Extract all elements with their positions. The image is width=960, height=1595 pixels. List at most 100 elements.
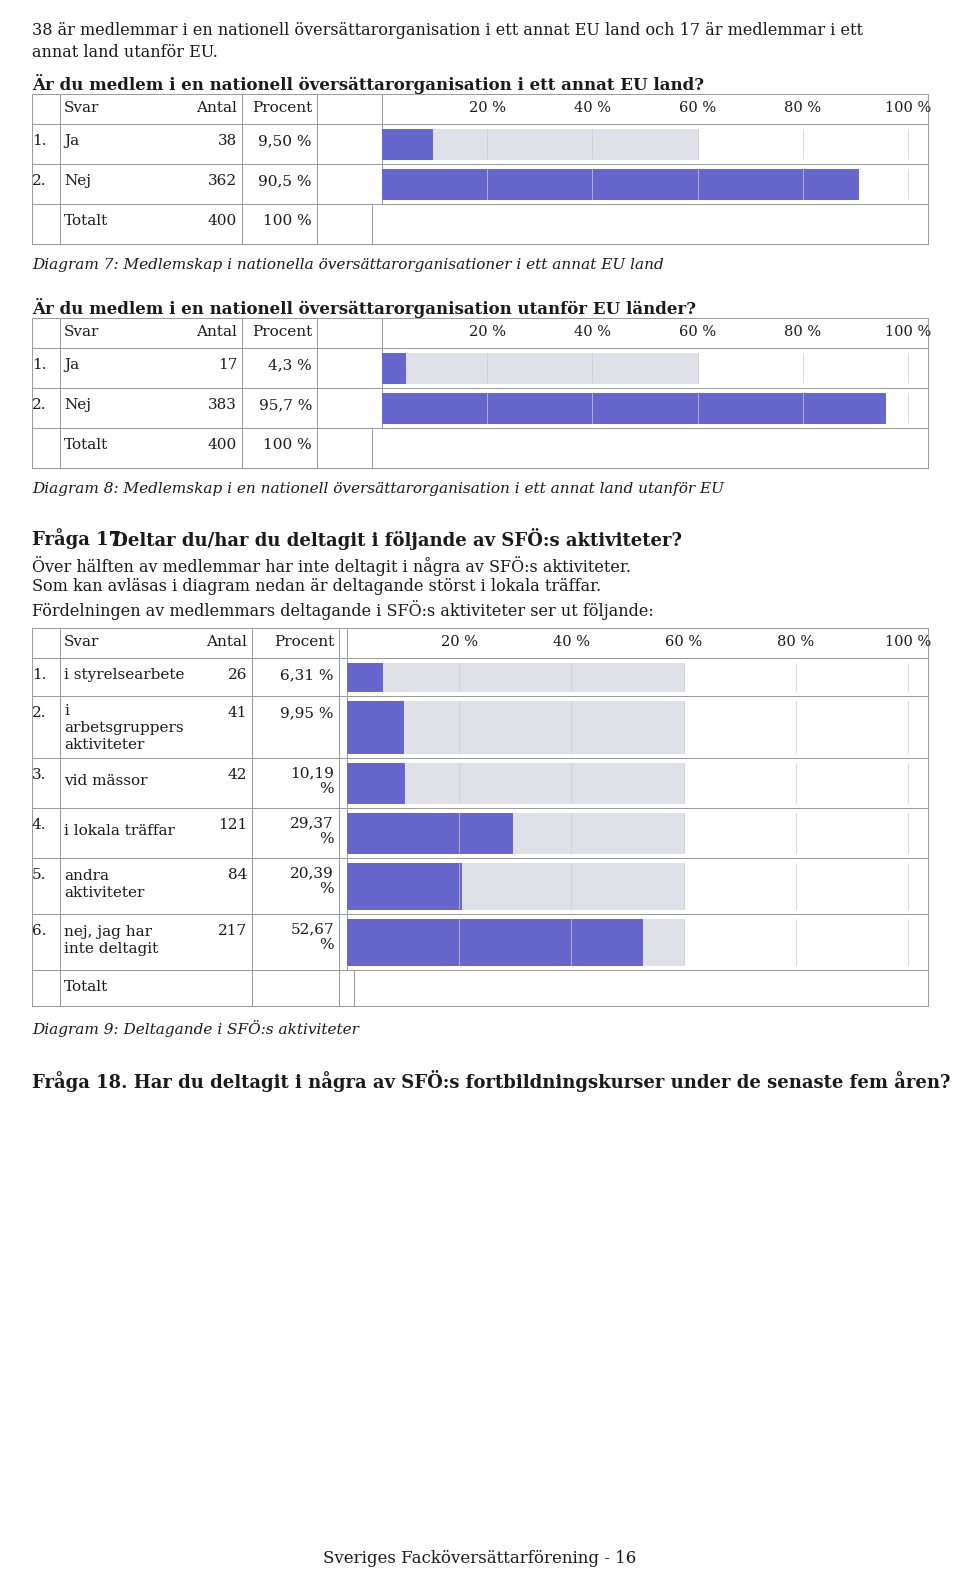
Text: Diagram 9: Deltagande i SFÖ:s aktiviteter: Diagram 9: Deltagande i SFÖ:s aktivitete… <box>32 1019 359 1037</box>
Text: 1.: 1. <box>32 134 46 148</box>
Text: %: % <box>320 782 334 796</box>
Text: Antal: Antal <box>206 635 247 649</box>
Bar <box>347 664 684 691</box>
Text: 9,95 %: 9,95 % <box>280 707 334 719</box>
Text: 3.: 3. <box>32 769 46 782</box>
Text: 60 %: 60 % <box>665 635 702 649</box>
Text: 5.: 5. <box>32 868 46 882</box>
Text: 1.: 1. <box>32 668 46 683</box>
Text: arbetsgruppers: arbetsgruppers <box>64 721 183 735</box>
Text: %: % <box>320 938 334 952</box>
Text: 10,19: 10,19 <box>290 766 334 780</box>
Bar <box>347 762 404 802</box>
Text: Procent: Procent <box>252 325 312 340</box>
Text: Diagram 7: Medlemskap i nationella översättarorganisationer i ett annat EU land: Diagram 7: Medlemskap i nationella övers… <box>32 258 663 273</box>
Text: 20 %: 20 % <box>468 325 506 340</box>
Text: Fördelningen av medlemmars deltagande i SFÖ:s aktiviteter ser ut följande:: Fördelningen av medlemmars deltagande i … <box>32 600 654 620</box>
Text: 80 %: 80 % <box>784 325 822 340</box>
Text: 38 är medlemmar i en nationell översättarorganisation i ett annat EU land och 17: 38 är medlemmar i en nationell översätta… <box>32 22 863 38</box>
Text: Nej: Nej <box>64 399 91 412</box>
Text: 41: 41 <box>228 707 247 719</box>
Text: Procent: Procent <box>274 635 334 649</box>
Text: Är du medlem i en nationell översättarorganisation utanför EU länder?: Är du medlem i en nationell översättaror… <box>32 298 696 317</box>
Text: Fråga 18. Har du deltagit i några av SFÖ:s fortbildningskurser under de senaste : Fråga 18. Har du deltagit i några av SFÖ… <box>32 1070 950 1093</box>
Bar <box>347 863 462 909</box>
Bar <box>347 813 684 853</box>
Text: 4.: 4. <box>32 818 46 833</box>
Bar <box>347 863 684 909</box>
Bar <box>382 169 858 199</box>
Text: Ja: Ja <box>64 357 79 372</box>
Text: 80 %: 80 % <box>784 100 822 115</box>
Text: 2.: 2. <box>32 174 46 188</box>
Text: 6,31 %: 6,31 % <box>280 668 334 683</box>
Text: 40 %: 40 % <box>574 100 611 115</box>
Text: 29,37: 29,37 <box>290 817 334 829</box>
Text: 6.: 6. <box>32 924 46 938</box>
Text: Deltar du/har du deltagit i följande av SFÖ:s aktiviteter?: Deltar du/har du deltagit i följande av … <box>106 528 682 550</box>
Text: 38: 38 <box>218 134 237 148</box>
Text: 100 %: 100 % <box>885 325 931 340</box>
Bar <box>347 700 403 753</box>
Text: nej, jag har: nej, jag har <box>64 925 152 939</box>
Text: Totalt: Totalt <box>64 979 108 994</box>
Text: Fråga 17:: Fråga 17: <box>32 528 128 549</box>
Text: 100 %: 100 % <box>263 214 312 228</box>
Text: 90,5 %: 90,5 % <box>258 174 312 188</box>
Bar <box>347 700 684 753</box>
Text: %: % <box>320 833 334 845</box>
Text: 2.: 2. <box>32 707 46 719</box>
Text: 383: 383 <box>208 399 237 412</box>
Bar <box>382 169 698 199</box>
Text: Svar: Svar <box>64 325 100 340</box>
Bar <box>382 392 698 423</box>
Text: 42: 42 <box>228 769 247 782</box>
Bar <box>32 94 928 244</box>
Text: 17: 17 <box>218 357 237 372</box>
Text: 26: 26 <box>228 668 247 683</box>
Text: annat land utanför EU.: annat land utanför EU. <box>32 45 218 61</box>
Bar <box>347 919 642 965</box>
Text: 60 %: 60 % <box>679 100 716 115</box>
Bar <box>347 664 382 691</box>
Text: 100 %: 100 % <box>263 439 312 451</box>
Bar <box>347 813 512 853</box>
Text: Antal: Antal <box>196 325 237 340</box>
Text: i styrelsearbete: i styrelsearbete <box>64 668 184 683</box>
Text: 20 %: 20 % <box>468 100 506 115</box>
Text: 400: 400 <box>207 214 237 228</box>
Text: Totalt: Totalt <box>64 439 108 451</box>
Text: Är du medlem i en nationell översättarorganisation i ett annat EU land?: Är du medlem i en nationell översättaror… <box>32 73 704 94</box>
Text: vid mässor: vid mässor <box>64 774 148 788</box>
Bar <box>382 392 885 423</box>
Text: 1.: 1. <box>32 357 46 372</box>
Text: 52,67: 52,67 <box>290 922 334 936</box>
Bar <box>382 129 432 160</box>
Text: 84: 84 <box>228 868 247 882</box>
Bar <box>347 919 684 965</box>
Text: Diagram 8: Medlemskap i en nationell översättarorganisation i ett annat land uta: Diagram 8: Medlemskap i en nationell öve… <box>32 482 724 496</box>
Text: 95,7 %: 95,7 % <box>258 399 312 412</box>
Bar <box>382 352 404 383</box>
Text: Svar: Svar <box>64 100 100 115</box>
Bar <box>32 970 354 1006</box>
Text: 9,50 %: 9,50 % <box>258 134 312 148</box>
Text: 362: 362 <box>208 174 237 188</box>
Text: aktiviteter: aktiviteter <box>64 738 144 751</box>
Text: 100 %: 100 % <box>885 635 931 649</box>
Text: Procent: Procent <box>252 100 312 115</box>
Bar <box>32 204 372 244</box>
Text: i: i <box>64 703 69 718</box>
Text: Som kan avläsas i diagram nedan är deltagande störst i lokala träffar.: Som kan avläsas i diagram nedan är delta… <box>32 577 601 595</box>
Text: inte deltagit: inte deltagit <box>64 943 158 955</box>
Bar <box>32 427 372 467</box>
Text: 60 %: 60 % <box>679 325 716 340</box>
Text: i lokala träffar: i lokala träffar <box>64 825 175 837</box>
Bar <box>32 317 928 467</box>
Text: andra: andra <box>64 869 109 884</box>
Text: Antal: Antal <box>196 100 237 115</box>
Text: Över hälften av medlemmar har inte deltagit i några av SFÖ:s aktiviteter.: Över hälften av medlemmar har inte delta… <box>32 557 631 576</box>
Text: Totalt: Totalt <box>64 214 108 228</box>
Bar <box>382 129 698 160</box>
Text: 40 %: 40 % <box>574 325 611 340</box>
